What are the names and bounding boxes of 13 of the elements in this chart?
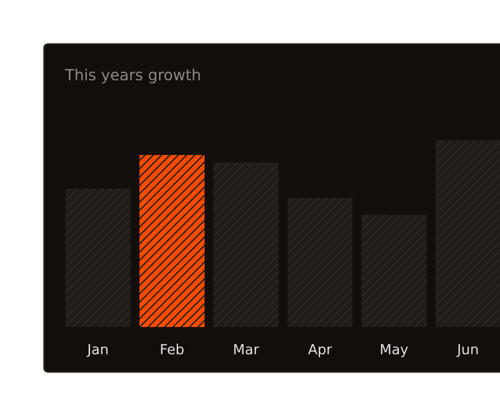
x-tick-label: Jun <box>456 344 478 357</box>
bar <box>361 214 427 327</box>
x-tick-label: Apr <box>308 344 332 358</box>
chart-title: This years growth <box>64 68 200 84</box>
bar <box>65 188 131 327</box>
bar <box>139 154 205 327</box>
x-tick-label: Feb <box>161 344 184 354</box>
bar <box>435 140 500 327</box>
x-tick-label: Jan <box>86 344 108 357</box>
bar <box>287 198 353 327</box>
x-tick-label: May <box>381 344 408 358</box>
x-tick-label: Mar <box>234 344 260 354</box>
bar <box>213 162 279 327</box>
